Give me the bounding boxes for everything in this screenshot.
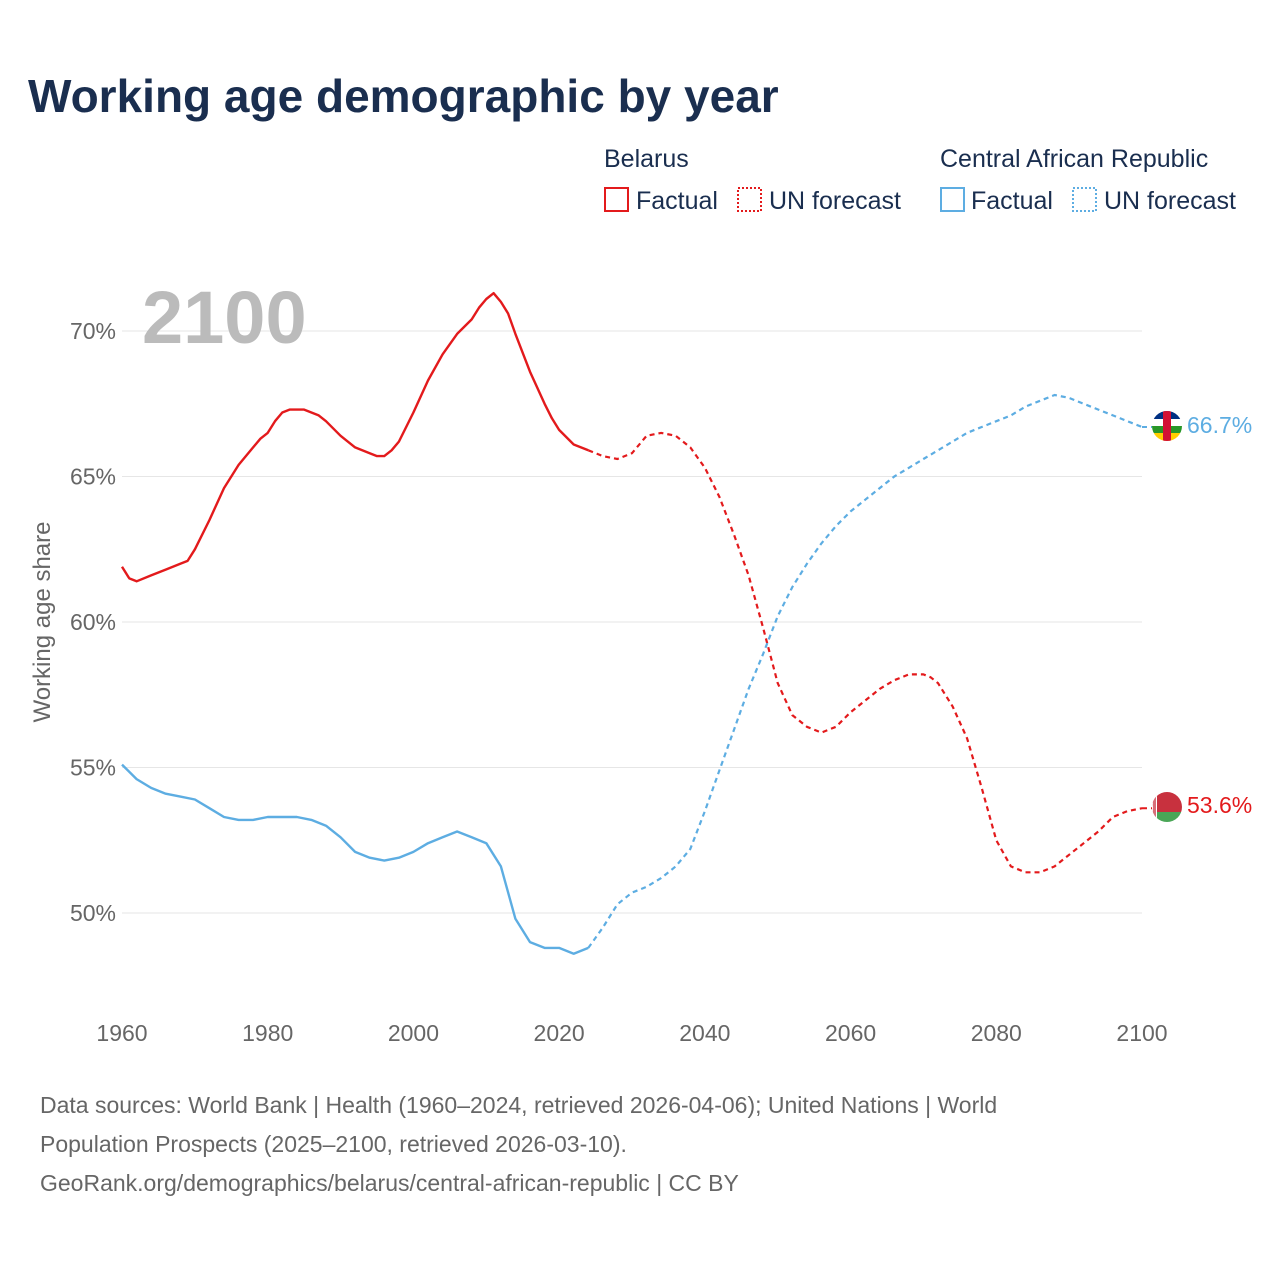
legend-label-belarus-forecast[interactable]: UN forecast [769,187,901,215]
legend-label-belarus-factual[interactable]: Factual [636,187,718,215]
source-line-1: Data sources: World Bank | Health (1960–… [40,1092,997,1118]
x-tick-2020: 2020 [534,1020,585,1046]
legend-swatch-belarus-factual [604,187,629,212]
y-tick-55: 55% [70,755,116,781]
x-tick-2040: 2040 [679,1020,730,1046]
x-tick-2100: 2100 [1116,1020,1167,1046]
gridlines [122,330,1142,914]
legend-swatch-car-factual [940,187,965,212]
series-line-car-forecast[interactable] [587,393,1143,949]
x-tick-2000: 2000 [388,1020,439,1046]
x-tick-2080: 2080 [971,1020,1022,1046]
series-line-belarus-factual[interactable] [120,292,589,583]
y-tick-60: 60% [70,609,116,635]
legend-group-car: Central African Republic Factual UN fore… [940,145,1236,215]
y-tick-labels: 50% 55% 60% 65% 70% [70,318,116,926]
x-tick-2060: 2060 [825,1020,876,1046]
end-value-car: 66.7% [1187,412,1252,438]
source-line-3[interactable]: GeoRank.org/demographics/belarus/central… [40,1170,739,1196]
x-tick-1960: 1960 [96,1020,147,1046]
legend: Belarus Factual UN forecast Central Afri… [604,145,1236,215]
end-value-belarus: 53.6% [1187,792,1252,818]
legend-label-car-forecast[interactable]: UN forecast [1104,187,1236,215]
end-marker-car: 66.7% [1152,411,1252,441]
legend-swatch-belarus-forecast [737,187,762,212]
x-tick-1980: 1980 [242,1020,293,1046]
y-tick-70: 70% [70,318,116,344]
legend-group-belarus: Belarus Factual UN forecast [604,145,901,215]
central-african-republic-flag-icon [1152,411,1182,441]
belarus-flag-icon [1152,792,1182,822]
series-line-car-factual[interactable] [121,763,589,955]
legend-swatch-car-forecast [1072,187,1097,212]
current-year-label: 2100 [142,276,307,359]
chart-title: Working age demographic by year [28,70,779,122]
y-tick-50: 50% [70,900,116,926]
legend-country-belarus: Belarus [604,145,689,173]
x-tick-labels: 1960 1980 2000 2020 2040 2060 2080 2100 [96,1020,1167,1046]
series-group [120,292,1152,955]
y-tick-65: 65% [70,464,116,490]
series-line-belarus-forecast[interactable] [587,431,1143,874]
end-marker-belarus: 53.6% [1152,792,1252,822]
y-axis-label: Working age share [29,522,56,723]
legend-label-car-factual[interactable]: Factual [971,187,1053,215]
source-line-2: Population Prospects (2025–2100, retriev… [40,1131,627,1157]
legend-country-car: Central African Republic [940,145,1208,173]
